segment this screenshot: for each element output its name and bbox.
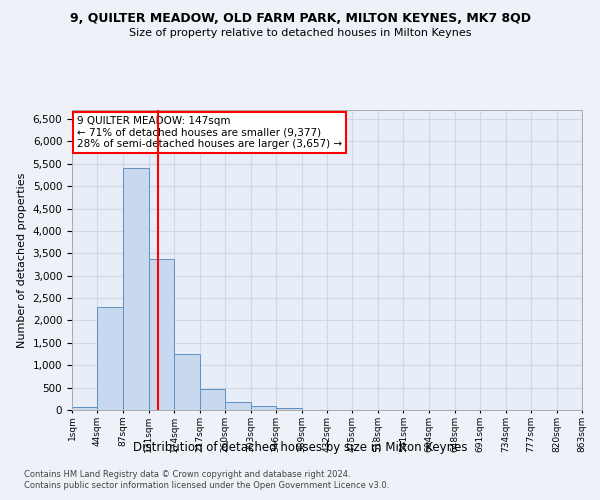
Bar (97, 307, 123, 410)
Bar (251, 406, 276, 410)
Text: Size of property relative to detached houses in Milton Keynes: Size of property relative to detached ho… (129, 28, 471, 38)
Bar (200, 390, 225, 410)
Bar (149, 258, 175, 410)
Bar (123, 168, 149, 410)
Bar (72, 406, 97, 410)
Bar (276, 408, 302, 410)
Text: 9 QUILTER MEADOW: 147sqm
← 71% of detached houses are smaller (9,377)
28% of sem: 9 QUILTER MEADOW: 147sqm ← 71% of detach… (77, 116, 342, 149)
Text: Distribution of detached houses by size in Milton Keynes: Distribution of detached houses by size … (133, 441, 467, 454)
Text: Contains public sector information licensed under the Open Government Licence v3: Contains public sector information licen… (24, 481, 389, 490)
Text: 9, QUILTER MEADOW, OLD FARM PARK, MILTON KEYNES, MK7 8QD: 9, QUILTER MEADOW, OLD FARM PARK, MILTON… (70, 12, 530, 26)
Bar (225, 402, 251, 410)
Bar (175, 354, 200, 410)
Y-axis label: Number of detached properties: Number of detached properties (17, 172, 27, 348)
Text: Contains HM Land Registry data © Crown copyright and database right 2024.: Contains HM Land Registry data © Crown c… (24, 470, 350, 479)
